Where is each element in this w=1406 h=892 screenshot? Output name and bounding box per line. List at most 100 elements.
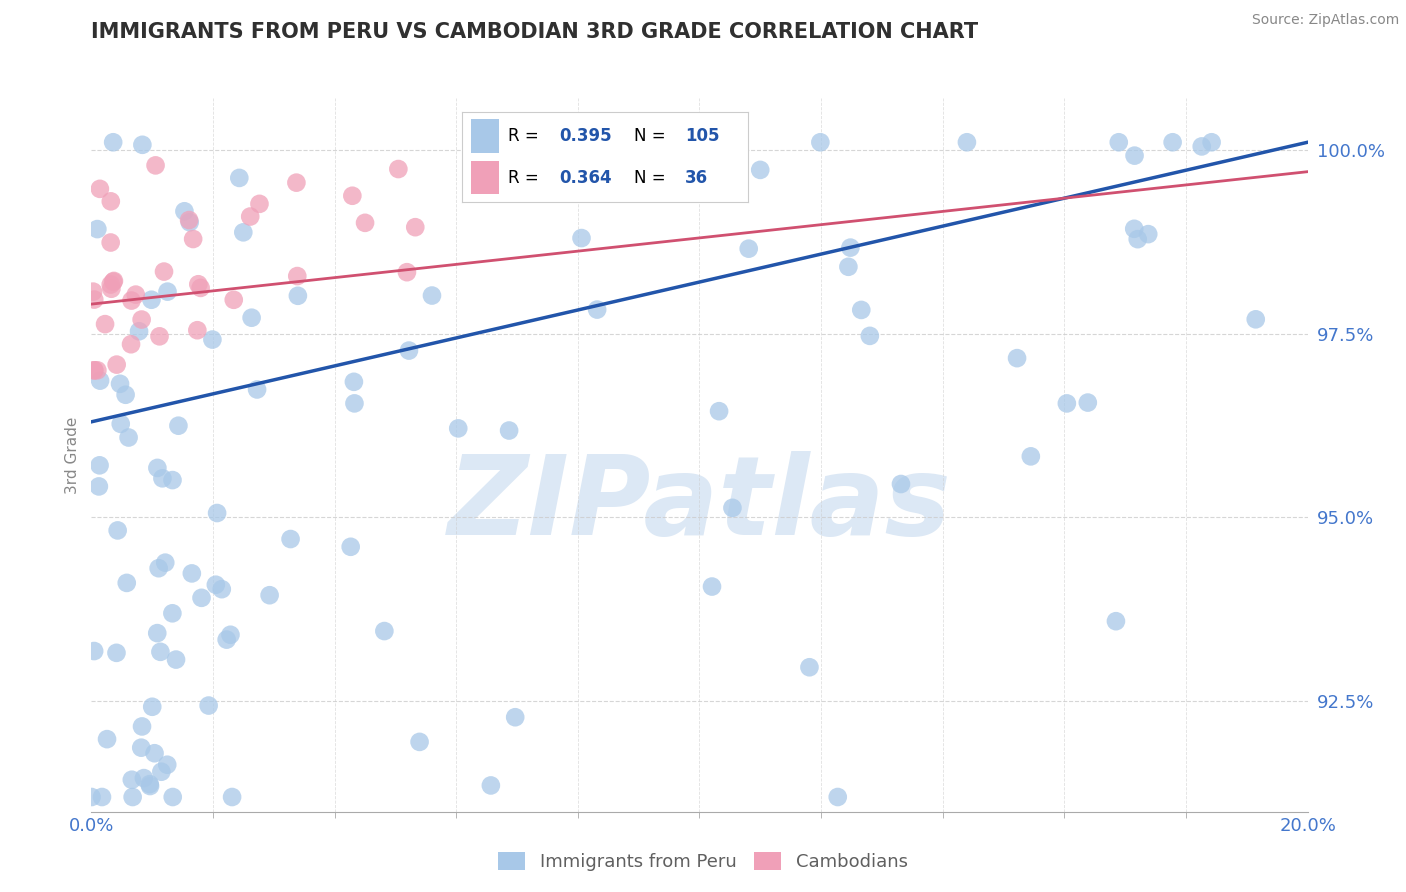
Point — [354, 216, 377, 230]
Point — [205, 506, 228, 520]
Point — [156, 285, 179, 299]
Point — [114, 388, 136, 402]
Point — [1056, 396, 1078, 410]
Point — [1005, 351, 1028, 366]
Point — [339, 540, 361, 554]
Point — [503, 710, 526, 724]
Point — [586, 302, 609, 317]
Point — [100, 277, 122, 292]
Point — [132, 771, 155, 785]
Point — [1105, 614, 1128, 628]
Point — [343, 396, 366, 410]
Point — [571, 231, 593, 245]
Text: IMMIGRANTS FROM PERU VS CAMBODIAN 3RD GRADE CORRELATION CHART: IMMIGRANTS FROM PERU VS CAMBODIAN 3RD GR… — [91, 22, 979, 42]
Point — [187, 277, 209, 292]
Point — [749, 162, 772, 177]
Point — [404, 220, 426, 235]
Point — [1123, 148, 1146, 162]
Point — [120, 337, 142, 351]
Point — [1123, 221, 1146, 235]
Point — [561, 160, 583, 174]
Point — [215, 632, 238, 647]
Point — [89, 374, 111, 388]
Point — [150, 764, 173, 779]
Point — [808, 135, 831, 149]
Point — [125, 287, 148, 301]
Point — [239, 210, 262, 224]
Point — [738, 242, 761, 256]
Point — [837, 260, 859, 274]
Point — [447, 421, 470, 435]
Point — [83, 363, 105, 377]
Point — [190, 591, 212, 605]
Point — [180, 566, 202, 581]
Point — [398, 343, 420, 358]
Point — [190, 281, 212, 295]
Point — [103, 274, 125, 288]
Point — [117, 430, 139, 444]
Text: ZIPatlas: ZIPatlas — [447, 451, 952, 558]
Point — [100, 235, 122, 250]
Point — [287, 289, 309, 303]
Point — [342, 188, 364, 202]
Point — [205, 578, 228, 592]
Point — [1244, 312, 1267, 326]
Point — [221, 790, 243, 805]
Point — [146, 461, 169, 475]
Point — [890, 477, 912, 491]
Point — [131, 719, 153, 733]
Point — [83, 293, 105, 307]
Point — [1191, 139, 1213, 153]
Point — [201, 333, 224, 347]
Point — [721, 500, 744, 515]
Point — [139, 779, 162, 793]
Point — [228, 170, 250, 185]
Point — [86, 363, 108, 377]
Point — [121, 772, 143, 787]
Point — [1077, 395, 1099, 409]
Point — [148, 329, 170, 343]
Point — [232, 225, 254, 239]
Point — [700, 580, 723, 594]
Point — [1201, 135, 1223, 149]
Point — [162, 473, 184, 487]
Point — [165, 652, 187, 666]
Point — [83, 644, 105, 658]
Point — [479, 779, 502, 793]
Point — [1126, 232, 1149, 246]
Point — [108, 376, 131, 391]
Point — [1108, 135, 1130, 149]
Point — [101, 135, 124, 149]
Point — [103, 275, 125, 289]
Point — [129, 740, 152, 755]
Point — [851, 302, 873, 317]
Point — [89, 458, 111, 473]
Point — [121, 790, 143, 805]
Point — [181, 232, 204, 246]
Point — [827, 790, 849, 805]
Point — [681, 135, 703, 149]
Point — [285, 176, 308, 190]
Text: Source: ZipAtlas.com: Source: ZipAtlas.com — [1251, 13, 1399, 28]
Point — [110, 417, 132, 431]
Point — [115, 575, 138, 590]
Point — [100, 194, 122, 209]
Point — [83, 363, 105, 377]
Point — [100, 282, 122, 296]
Point — [179, 215, 201, 229]
Point — [141, 699, 163, 714]
Point — [387, 162, 409, 177]
Point — [131, 137, 153, 152]
Point — [138, 777, 160, 791]
Point — [128, 324, 150, 338]
Point — [799, 660, 821, 674]
Point — [91, 790, 114, 805]
Point — [839, 241, 862, 255]
Point — [162, 607, 184, 621]
Point — [219, 628, 242, 642]
Point — [956, 135, 979, 149]
Point — [131, 312, 153, 326]
Point — [96, 732, 118, 747]
Point — [167, 418, 190, 433]
Point — [557, 161, 579, 175]
